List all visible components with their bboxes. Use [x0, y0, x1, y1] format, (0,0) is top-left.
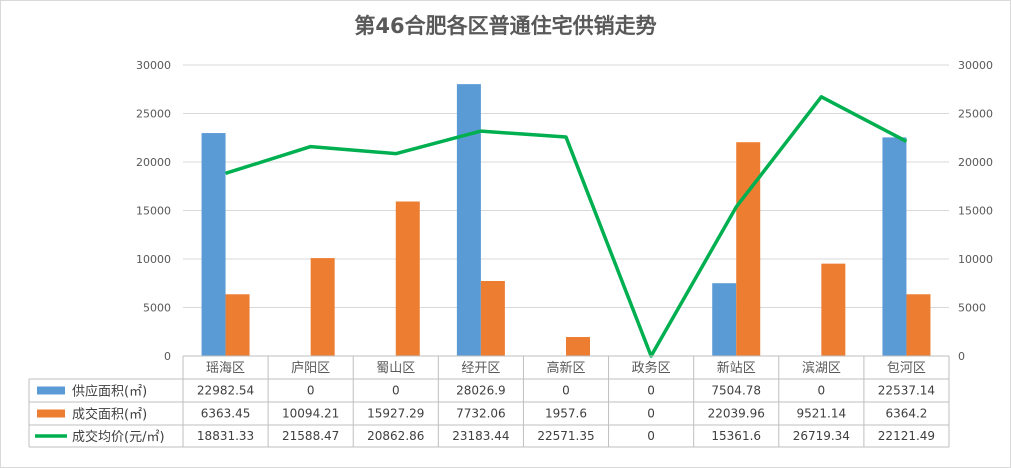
y-tick-label-left: 5000	[143, 302, 171, 315]
legend-key-1	[37, 409, 65, 418]
bar-sales-3	[480, 280, 505, 356]
table-cell: 23183.44	[452, 429, 509, 443]
table-cell: 20862.86	[367, 429, 424, 443]
table-cell: 0	[647, 429, 655, 443]
y-tick-label-right: 10000	[958, 253, 993, 266]
table-cell: 0	[307, 384, 315, 398]
table-cell: 10094.21	[282, 407, 339, 421]
y-tick-label-left: 20000	[136, 156, 171, 169]
y-tick-label-right: 30000	[958, 59, 993, 72]
x-category-label: 新站区	[717, 360, 756, 376]
table-cell: 18831.33	[197, 429, 254, 443]
y-axis-left: 0 5000 10000 15000 20000 25000 30000	[136, 59, 171, 363]
table-cell: 22121.49	[878, 429, 935, 443]
bar-sales-8	[906, 294, 931, 356]
y-tick-label-left: 30000	[136, 59, 171, 72]
bar-supply-6	[712, 283, 737, 356]
bar-sales-4	[566, 337, 590, 356]
bar-sales-0	[225, 294, 250, 356]
table-cell: 0	[818, 384, 826, 398]
table-cell: 22039.96	[708, 407, 765, 421]
legend-label-0: 供应面积(㎡)	[72, 384, 147, 400]
table-cell: 1957.6	[545, 407, 587, 421]
y-tick-label-right: 5000	[958, 302, 986, 315]
table-cell: 6364.2	[885, 407, 927, 421]
table-cell: 7504.78	[711, 384, 761, 398]
table-cell: 22571.35	[537, 429, 594, 443]
x-category-label: 高新区	[546, 360, 585, 376]
y-tick-label-right: 25000	[958, 108, 993, 121]
x-category-label: 经开区	[461, 361, 500, 376]
table-cell: 7732.06	[456, 407, 506, 421]
y-axis-right: 0 5000 10000 15000 20000 25000 30000	[958, 59, 993, 363]
table-cell: 26719.34	[793, 429, 850, 443]
legend-label-1: 成交面积(㎡)	[72, 407, 147, 423]
x-category-label: 瑶海区	[206, 361, 245, 376]
x-category-label: 包河区	[887, 361, 926, 376]
bar-sales-7	[821, 263, 846, 356]
legend-key-0	[37, 386, 65, 395]
y-tick-label-left: 0	[164, 350, 171, 363]
table-cell: 15361.6	[711, 429, 761, 443]
bar-sales-2	[395, 201, 420, 356]
y-tick-label-right: 20000	[958, 156, 993, 169]
x-category-label: 滨湖区	[802, 360, 841, 376]
legend-label-2: 成交均价(元/㎡)	[72, 429, 165, 445]
bar-supply-8	[882, 137, 907, 356]
bar-sales-6	[736, 142, 761, 356]
table-cell: 0	[647, 407, 655, 421]
y-tick-label-right: 15000	[958, 205, 993, 218]
table-cell: 15927.29	[367, 407, 424, 421]
y-tick-label-left: 10000	[136, 253, 171, 266]
table-cell: 0	[647, 384, 655, 398]
table-cell: 9521.14	[797, 407, 847, 421]
y-tick-label-right: 0	[958, 350, 965, 363]
table-cell: 6363.45	[201, 407, 251, 421]
bars	[201, 84, 931, 356]
x-category-label: 政务区	[632, 360, 671, 376]
y-tick-label-left: 15000	[136, 205, 171, 218]
x-category-label: 蜀山区	[376, 361, 415, 376]
table-cell: 22537.14	[878, 384, 935, 398]
y-tick-label-left: 25000	[136, 108, 171, 121]
table-cell: 28026.9	[456, 384, 506, 398]
bar-supply-3	[456, 84, 481, 356]
table-cell: 21588.47	[282, 429, 339, 443]
table-cell: 0	[392, 384, 400, 398]
chart-title: 第46合肥各区普通住宅供销走势	[354, 14, 657, 38]
bar-supply-0	[201, 133, 226, 356]
table-cell: 22982.54	[197, 384, 254, 398]
bar-sales-1	[310, 258, 335, 356]
table-cell: 0	[562, 384, 570, 398]
x-category-label: 庐阳区	[291, 361, 330, 376]
